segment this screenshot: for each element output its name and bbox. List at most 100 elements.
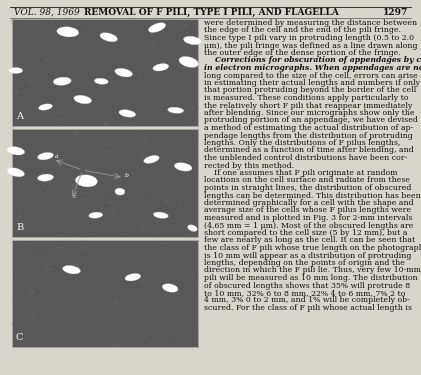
Ellipse shape: [114, 146, 115, 147]
Text: lengths, depending on the points of origin and the: lengths, depending on the points of orig…: [204, 259, 405, 267]
Ellipse shape: [27, 101, 29, 103]
Ellipse shape: [179, 204, 181, 208]
Ellipse shape: [17, 297, 19, 299]
Ellipse shape: [60, 193, 61, 194]
Ellipse shape: [94, 163, 96, 165]
Ellipse shape: [171, 283, 173, 285]
Ellipse shape: [70, 19, 72, 21]
Ellipse shape: [93, 210, 96, 213]
Ellipse shape: [164, 168, 167, 171]
Ellipse shape: [151, 160, 153, 162]
Ellipse shape: [192, 273, 195, 277]
Ellipse shape: [168, 249, 170, 251]
Ellipse shape: [69, 20, 71, 22]
Ellipse shape: [13, 209, 14, 210]
Ellipse shape: [132, 171, 135, 174]
Ellipse shape: [112, 286, 114, 289]
Ellipse shape: [71, 32, 74, 36]
Ellipse shape: [14, 280, 17, 282]
Ellipse shape: [139, 156, 144, 160]
Ellipse shape: [93, 338, 97, 343]
Ellipse shape: [56, 182, 59, 183]
Ellipse shape: [70, 211, 75, 215]
Ellipse shape: [21, 194, 26, 199]
Ellipse shape: [160, 104, 163, 107]
Ellipse shape: [177, 147, 179, 150]
Text: C: C: [16, 333, 24, 342]
Ellipse shape: [110, 53, 114, 57]
Ellipse shape: [115, 155, 119, 159]
Ellipse shape: [28, 105, 30, 108]
Ellipse shape: [60, 45, 61, 46]
Ellipse shape: [184, 123, 187, 126]
Ellipse shape: [78, 32, 82, 35]
Ellipse shape: [105, 229, 107, 230]
Ellipse shape: [137, 104, 139, 106]
Text: to 10 mm, 32% 6 to 8 mm, 22% 4 to 6 mm, 7% 2 to: to 10 mm, 32% 6 to 8 mm, 22% 4 to 6 mm, …: [204, 289, 405, 297]
Ellipse shape: [97, 270, 99, 272]
Ellipse shape: [43, 253, 46, 257]
Ellipse shape: [91, 306, 93, 307]
Ellipse shape: [150, 54, 151, 55]
Ellipse shape: [29, 80, 32, 82]
Ellipse shape: [23, 148, 25, 150]
Ellipse shape: [119, 110, 136, 117]
Ellipse shape: [126, 123, 130, 126]
Ellipse shape: [65, 142, 67, 143]
Ellipse shape: [81, 240, 85, 244]
Ellipse shape: [16, 196, 18, 197]
Ellipse shape: [27, 232, 30, 235]
Ellipse shape: [101, 297, 103, 299]
Ellipse shape: [183, 24, 187, 28]
Ellipse shape: [149, 23, 165, 33]
Ellipse shape: [55, 72, 59, 75]
Ellipse shape: [91, 39, 92, 40]
Text: lengths. Only the distributions of F pilus lengths,: lengths. Only the distributions of F pil…: [204, 139, 400, 147]
Bar: [12, 240, 198, 347]
Ellipse shape: [179, 57, 198, 68]
Ellipse shape: [136, 81, 137, 82]
Ellipse shape: [15, 274, 18, 278]
Ellipse shape: [107, 196, 112, 201]
Ellipse shape: [89, 212, 103, 218]
Ellipse shape: [30, 288, 33, 291]
Text: the outer edge of the dense portion of the fringe.: the outer edge of the dense portion of t…: [204, 49, 401, 57]
Ellipse shape: [180, 86, 183, 88]
Ellipse shape: [102, 47, 105, 49]
Text: locations on the cell surface and radiate from these: locations on the cell surface and radiat…: [204, 177, 410, 184]
Ellipse shape: [72, 69, 74, 71]
Ellipse shape: [131, 219, 133, 220]
Ellipse shape: [45, 57, 49, 62]
Ellipse shape: [148, 341, 151, 344]
Ellipse shape: [34, 285, 38, 290]
Ellipse shape: [189, 38, 192, 42]
Ellipse shape: [15, 208, 19, 212]
Ellipse shape: [110, 269, 115, 273]
Ellipse shape: [183, 173, 188, 177]
Ellipse shape: [128, 94, 131, 97]
Ellipse shape: [73, 130, 77, 135]
Ellipse shape: [126, 178, 129, 181]
Text: that portion protruding beyond the border of the cell: that portion protruding beyond the borde…: [204, 87, 416, 94]
Ellipse shape: [94, 143, 99, 147]
Ellipse shape: [82, 135, 86, 140]
Ellipse shape: [16, 157, 18, 158]
Text: 1297: 1297: [383, 8, 408, 17]
Ellipse shape: [72, 213, 73, 214]
Ellipse shape: [24, 339, 25, 340]
Ellipse shape: [116, 280, 119, 282]
Ellipse shape: [15, 123, 17, 124]
Ellipse shape: [83, 151, 85, 152]
Ellipse shape: [37, 153, 53, 160]
Ellipse shape: [7, 147, 24, 155]
Ellipse shape: [94, 28, 96, 30]
Text: points in straight lines, the distribution of obscured: points in straight lines, the distributi…: [204, 184, 411, 192]
Ellipse shape: [151, 44, 155, 47]
Ellipse shape: [129, 18, 132, 21]
Ellipse shape: [107, 329, 109, 332]
Ellipse shape: [74, 69, 76, 71]
Ellipse shape: [156, 313, 158, 315]
Ellipse shape: [112, 211, 115, 214]
Ellipse shape: [84, 235, 88, 238]
Ellipse shape: [41, 184, 45, 188]
